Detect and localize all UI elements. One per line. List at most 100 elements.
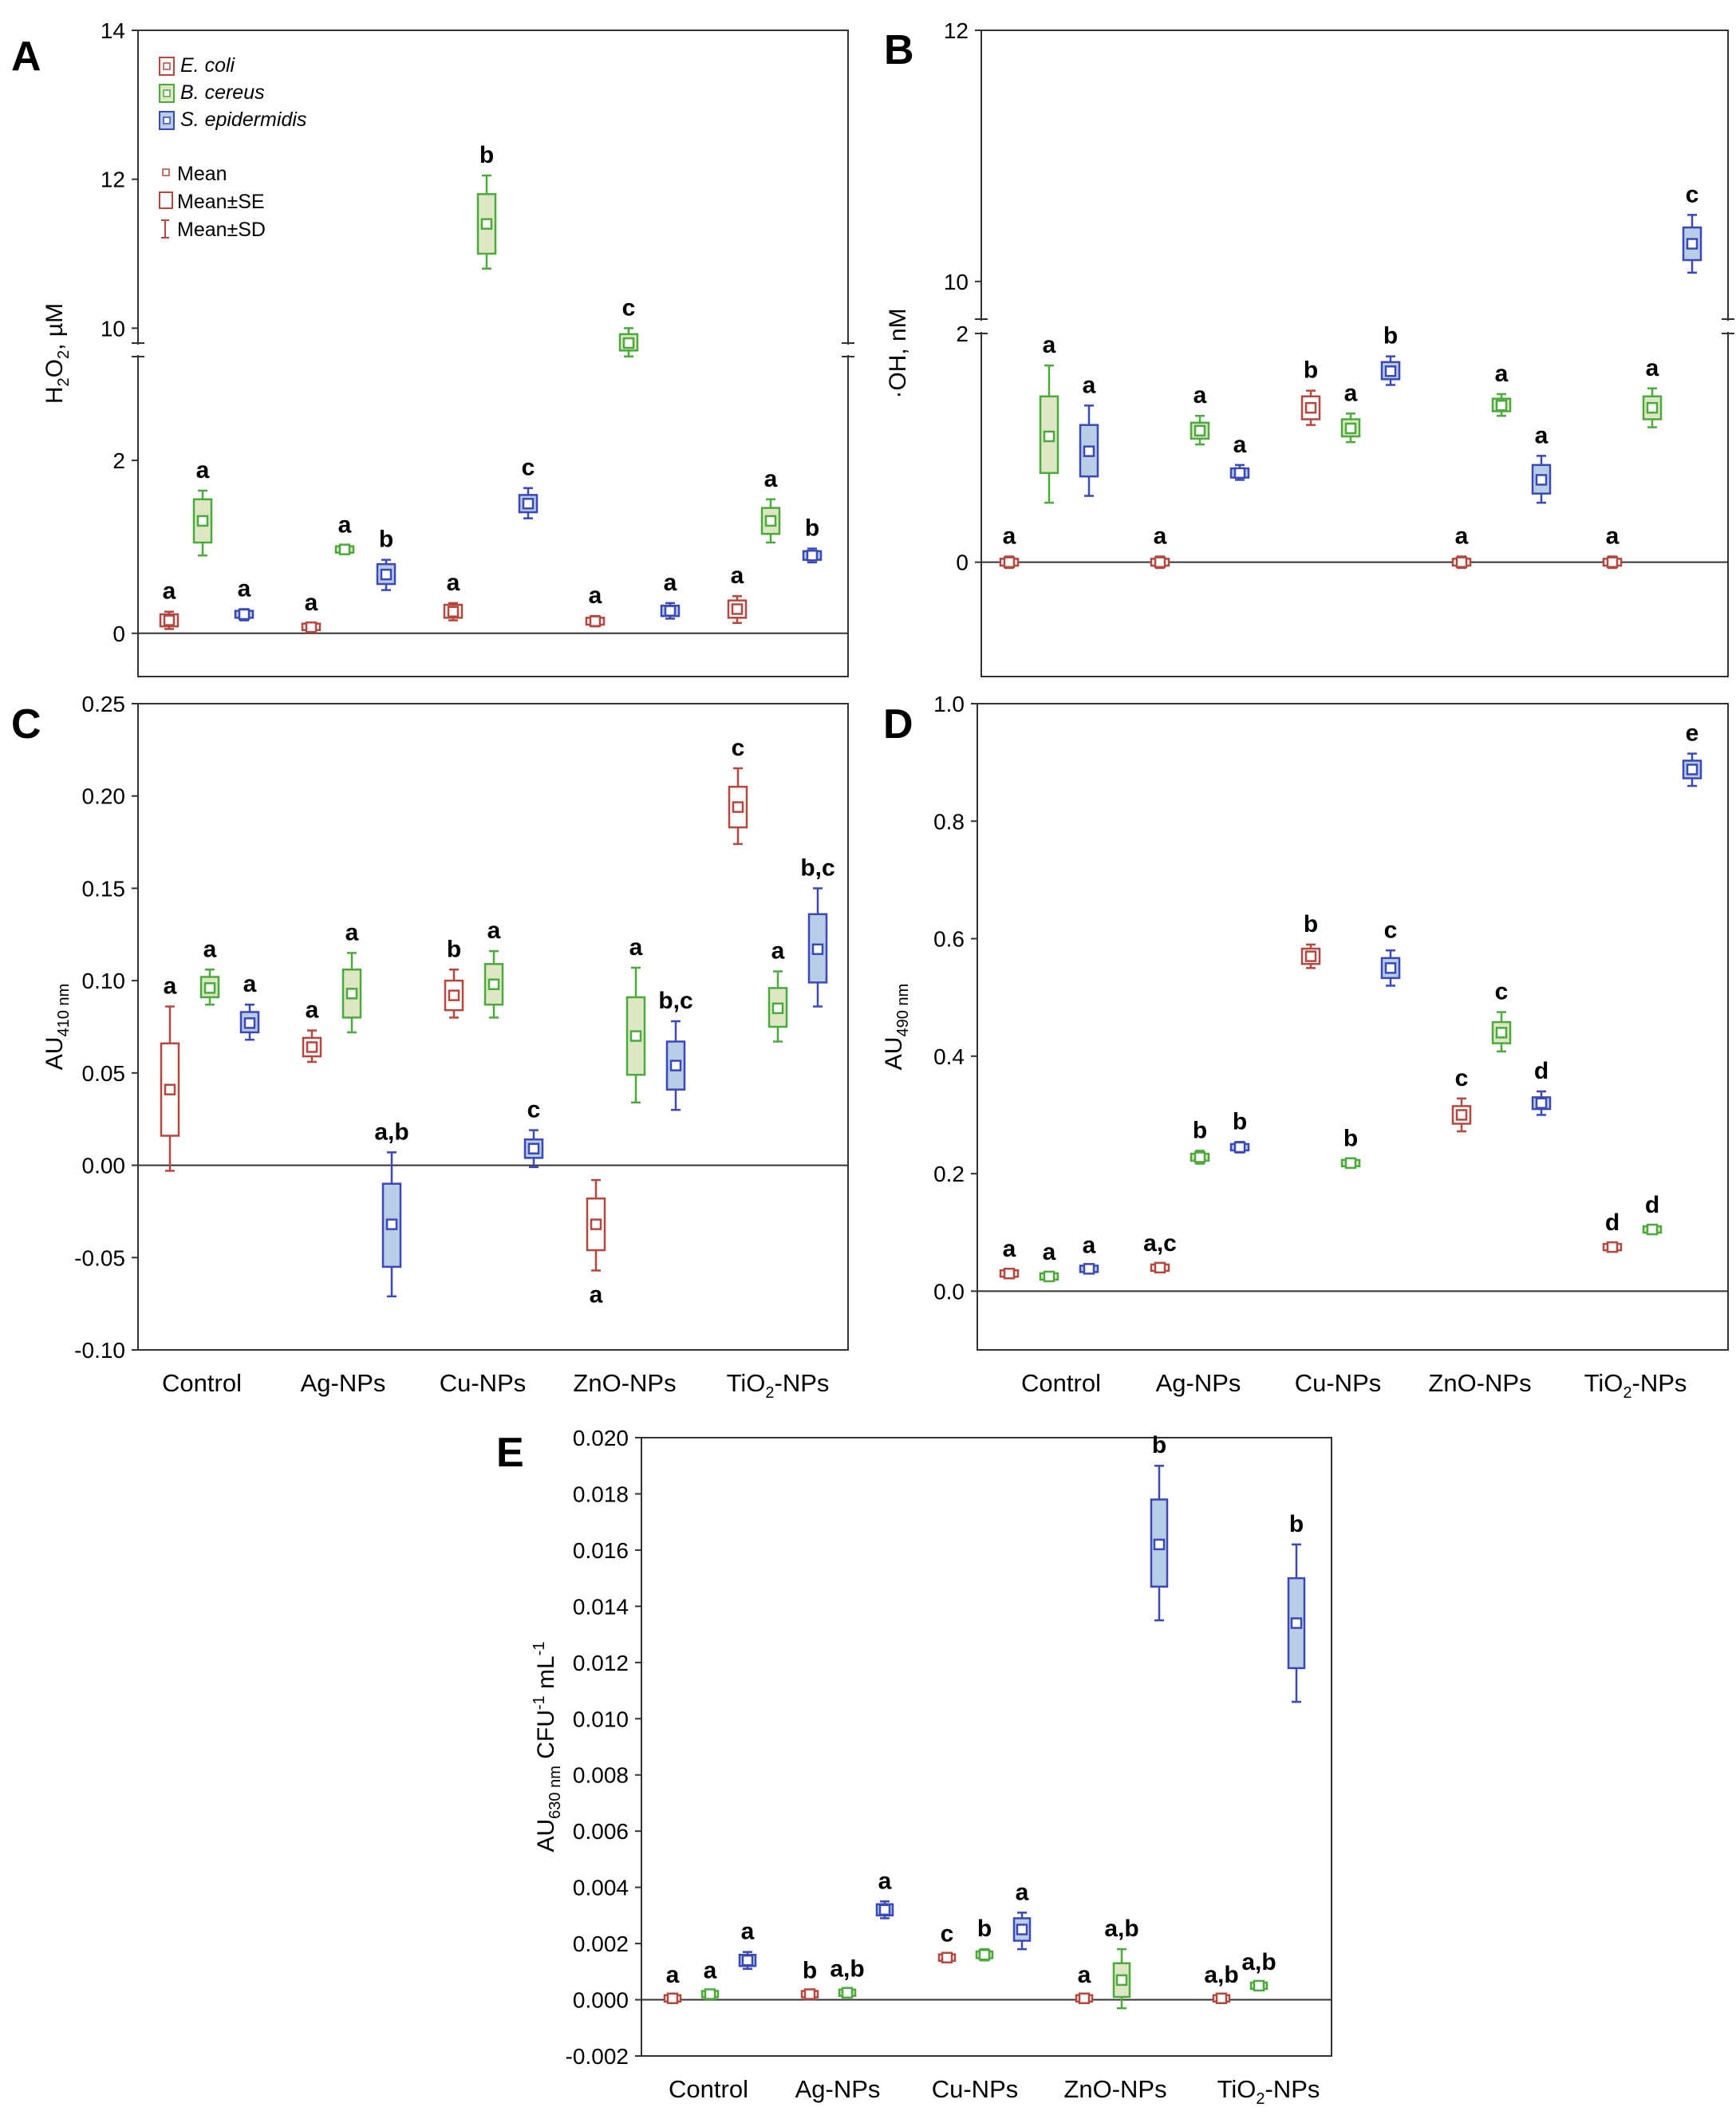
box-C-bcereus-1 bbox=[199, 969, 220, 1006]
y-axis-label: H2O2, µM bbox=[41, 303, 73, 404]
significance-label: a bbox=[590, 1281, 603, 1308]
box-D-sepidermidis-4 bbox=[1531, 1090, 1552, 1116]
y-tick-label: 0.012 bbox=[573, 1651, 629, 1675]
box-D-bcereus-3 bbox=[1340, 1157, 1361, 1170]
mean-marker bbox=[196, 515, 209, 527]
mean-marker bbox=[527, 1142, 540, 1154]
significance-label: a bbox=[196, 457, 210, 483]
x-category-label: Ag-NPs bbox=[1156, 1369, 1241, 1397]
significance-label: a bbox=[238, 575, 251, 602]
mean-marker bbox=[1304, 950, 1317, 962]
significance-label: a bbox=[1606, 523, 1620, 550]
box-B-sepidermidis-1 bbox=[1079, 404, 1099, 497]
mean-marker bbox=[1215, 1992, 1228, 2005]
significance-label: b bbox=[1233, 1108, 1247, 1134]
box-C-sepidermidis-5 bbox=[807, 887, 828, 1008]
mean-marker bbox=[1304, 401, 1317, 414]
mean-marker bbox=[1003, 556, 1016, 568]
box-D-bcereus-2 bbox=[1190, 1150, 1210, 1165]
significance-label: a bbox=[741, 1919, 755, 1945]
mean-marker bbox=[811, 943, 824, 956]
y-tick-label: 0.020 bbox=[573, 1426, 629, 1450]
x-category-label: ZnO-NPs bbox=[573, 1369, 676, 1397]
box-C-bcereus-3 bbox=[483, 949, 504, 1019]
significance-label: b bbox=[447, 936, 461, 962]
significance-label: a bbox=[306, 997, 319, 1024]
significance-label: a bbox=[203, 936, 217, 962]
box-C-bcereus-4 bbox=[625, 966, 646, 1104]
box-C-bcereus-2 bbox=[341, 952, 362, 1034]
mean-marker bbox=[1083, 1263, 1095, 1275]
y-tick-label: 0.2 bbox=[933, 1162, 965, 1186]
significance-label: a bbox=[305, 590, 318, 616]
box-C-ecoli-1 bbox=[160, 1005, 180, 1172]
y-tick-label: 0.20 bbox=[82, 784, 126, 809]
significance-label: b bbox=[1343, 1126, 1358, 1152]
mean-marker bbox=[806, 550, 819, 562]
mean-marker bbox=[306, 1041, 318, 1053]
box-B-sepidermidis-5 bbox=[1682, 214, 1702, 274]
mean-marker bbox=[1495, 400, 1508, 412]
legend-series-label: S. epidermidis bbox=[180, 109, 306, 131]
box-E-ecoli-3 bbox=[937, 1951, 957, 1963]
box-C-sepidermidis-3 bbox=[523, 1129, 544, 1169]
significance-label: b bbox=[479, 142, 494, 168]
significance-label: a bbox=[878, 1868, 892, 1894]
box-A-bcereus-1 bbox=[192, 489, 213, 557]
y-tick-label: 0.010 bbox=[573, 1707, 629, 1731]
mean-marker bbox=[1535, 474, 1548, 486]
y-tick-label: 0.018 bbox=[573, 1482, 629, 1506]
significance-label: b,c bbox=[800, 854, 834, 881]
mean-marker bbox=[1083, 445, 1095, 457]
y-tick-label: 12 bbox=[101, 168, 125, 192]
x-category-label: Ag-NPs bbox=[795, 2075, 881, 2103]
y-tick-label: 10 bbox=[944, 270, 969, 294]
significance-label: b bbox=[1304, 357, 1318, 384]
mean-marker bbox=[1003, 1268, 1016, 1280]
mean-marker bbox=[1686, 764, 1699, 775]
mean-marker bbox=[1194, 424, 1206, 437]
significance-label: a bbox=[1078, 1962, 1091, 1988]
mean-marker bbox=[666, 1992, 679, 2005]
x-category-label: Cu-NPs bbox=[932, 2075, 1019, 2103]
mean-marker bbox=[1154, 1261, 1166, 1274]
mean-marker bbox=[448, 989, 460, 1001]
legend-stat-label: Mean±SD bbox=[177, 219, 266, 241]
mean-marker bbox=[741, 1954, 754, 1967]
y-tick-label: 0.006 bbox=[573, 1819, 629, 1844]
y-tick-label: 2 bbox=[956, 322, 969, 346]
mean-marker bbox=[522, 497, 535, 510]
mean-marker bbox=[1016, 1924, 1028, 1936]
legend-series-label: B. cereus bbox=[180, 81, 265, 104]
box-E-bcereus-1 bbox=[700, 1988, 720, 2000]
significance-label: a bbox=[1003, 523, 1016, 550]
mean-marker bbox=[664, 605, 677, 617]
y-tick-label: 0.05 bbox=[82, 1061, 126, 1086]
mean-marker bbox=[622, 337, 635, 349]
mean-marker bbox=[1495, 1027, 1508, 1039]
box-B-sepidermidis-4 bbox=[1531, 455, 1552, 504]
box-E-bcereus-5 bbox=[1249, 1979, 1268, 1992]
y-axis-label: AU490 nm bbox=[881, 984, 912, 1070]
box-D-ecoli-1 bbox=[999, 1268, 1020, 1280]
mean-marker bbox=[1043, 1270, 1055, 1283]
box-D-bcereus-5 bbox=[1642, 1223, 1663, 1236]
box-A-sepidermidis-2 bbox=[376, 558, 397, 591]
y-tick-label: -0.002 bbox=[566, 2044, 629, 2069]
mean-marker bbox=[1646, 401, 1659, 414]
x-category-label: Control bbox=[162, 1369, 242, 1397]
box-A-sepidermidis-1 bbox=[234, 608, 254, 621]
y-tick-label: 2 bbox=[112, 448, 125, 473]
legend-swatch-mean bbox=[163, 116, 171, 124]
panel-letter-D: D bbox=[883, 701, 913, 748]
significance-label: a bbox=[771, 938, 785, 965]
significance-label: a bbox=[1003, 1236, 1016, 1262]
mean-marker bbox=[338, 543, 351, 555]
panel-letter-A: A bbox=[11, 34, 41, 80]
box-B-ecoli-1 bbox=[999, 555, 1020, 570]
x-category-label: ZnO-NPs bbox=[1428, 1369, 1531, 1397]
box-E-sepidermidis-5 bbox=[1287, 1543, 1306, 1703]
significance-label: c bbox=[1495, 979, 1509, 1005]
box-E-ecoli-5 bbox=[1212, 1992, 1231, 2005]
